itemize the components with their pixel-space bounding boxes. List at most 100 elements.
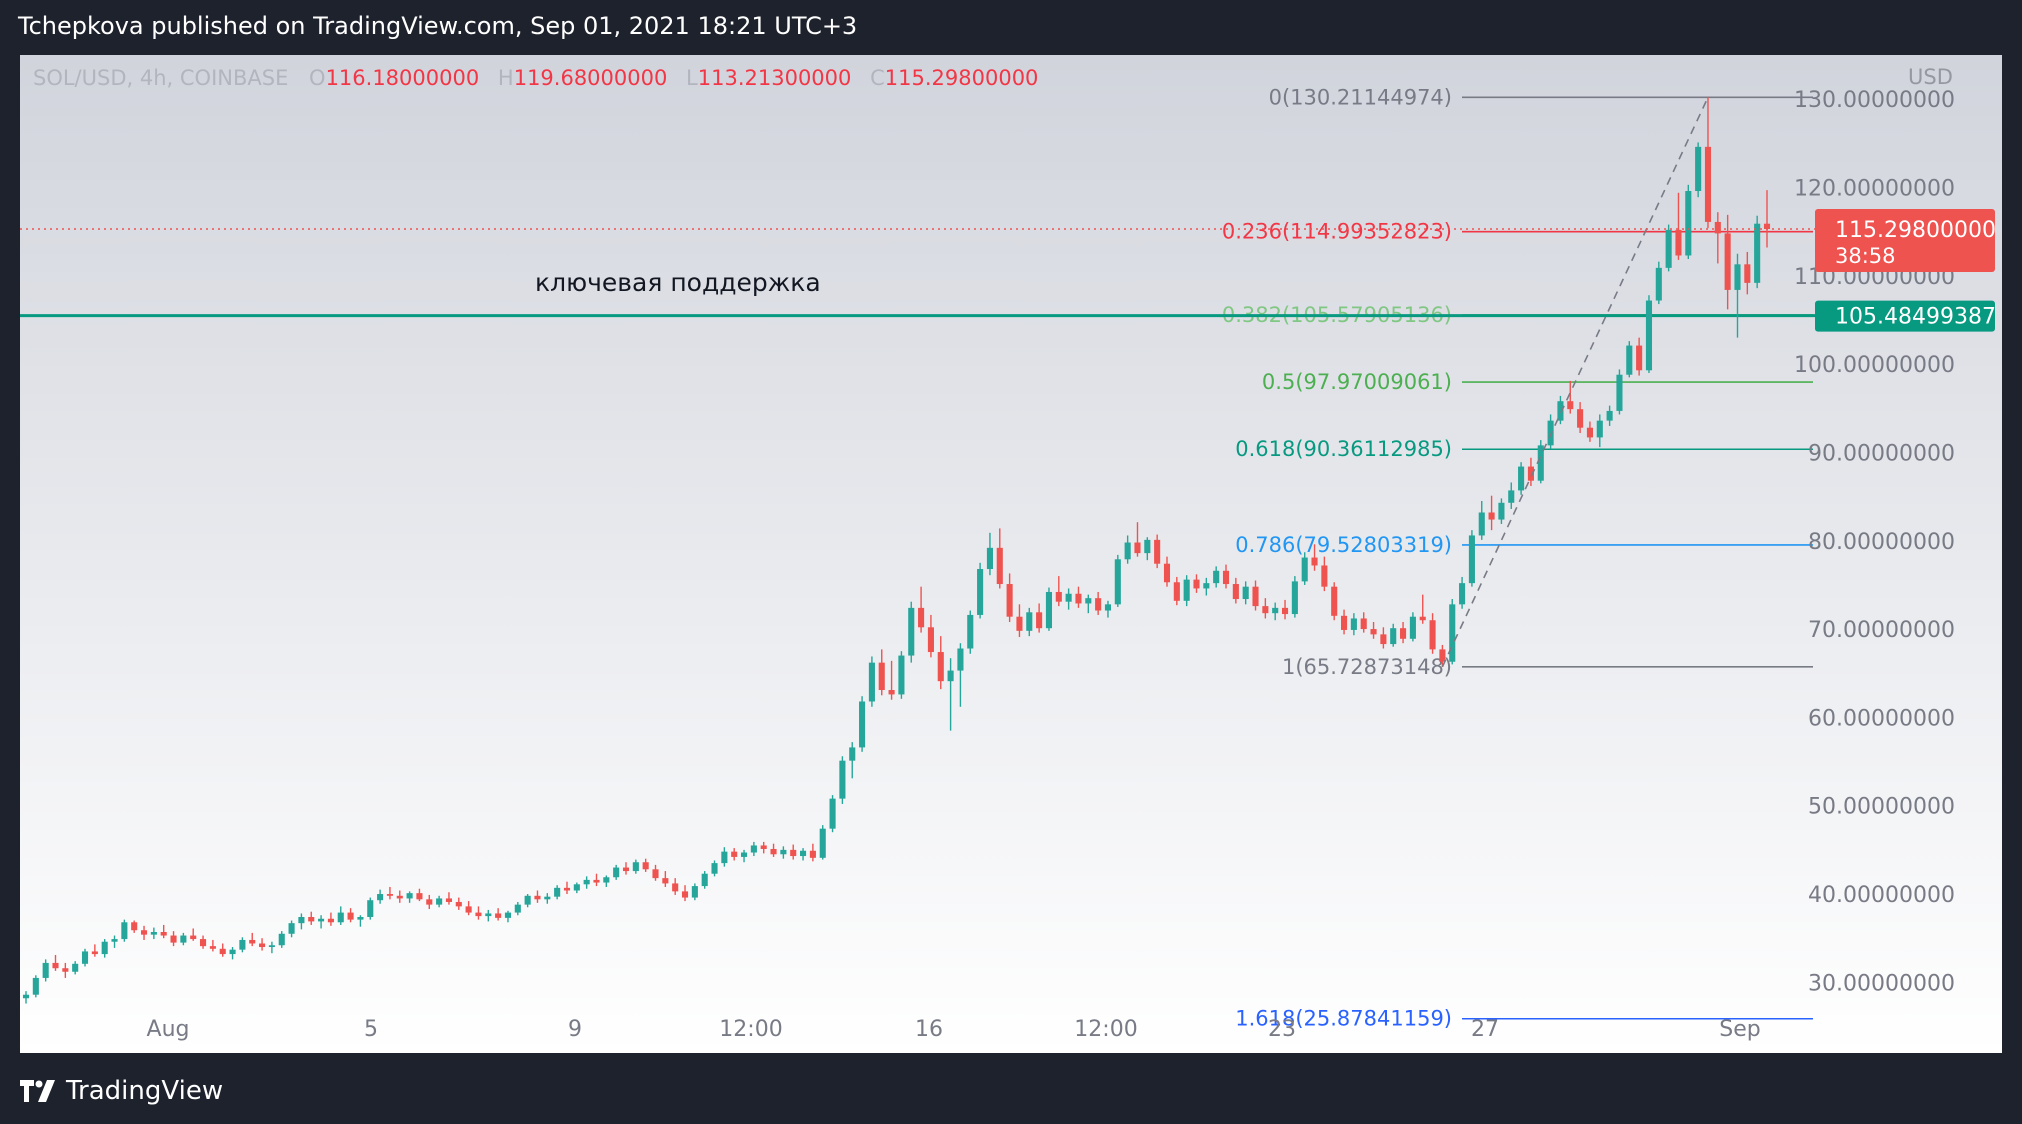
candle-body bbox=[406, 893, 413, 899]
candle-body bbox=[740, 852, 748, 857]
candle-body bbox=[396, 895, 403, 899]
candle bbox=[308, 911, 315, 925]
candle bbox=[986, 532, 993, 576]
candle bbox=[131, 920, 138, 933]
tradingview-logo[interactable]: TradingView bbox=[20, 1074, 223, 1108]
candle bbox=[1301, 552, 1308, 585]
candle-body bbox=[642, 862, 649, 870]
price-axis[interactable]: 30.00000000 40.00000000 50.00000000 60.0000… bbox=[1794, 65, 1996, 996]
candle-body bbox=[1675, 229, 1682, 256]
candle bbox=[1695, 142, 1702, 198]
time-axis[interactable]: Aug 5 9 12:00 16 12:00 23 27 Sep bbox=[147, 1017, 1761, 1042]
symbol-name: SOL/USD, 4h, COINBASE bbox=[33, 66, 288, 90]
candle-body bbox=[672, 883, 679, 892]
candle-body bbox=[327, 918, 334, 923]
candle bbox=[1272, 602, 1279, 621]
candle bbox=[770, 843, 777, 857]
candle-body bbox=[691, 886, 698, 898]
candle bbox=[1281, 599, 1289, 620]
fib-level-label: 1.618(25.87841159) bbox=[1235, 1007, 1452, 1031]
candle bbox=[1134, 522, 1141, 557]
candle-body bbox=[1734, 264, 1741, 290]
candle-body bbox=[1754, 223, 1761, 283]
candle bbox=[1203, 577, 1210, 596]
candle bbox=[1183, 575, 1190, 607]
low-value: 113.21300000 bbox=[698, 66, 852, 90]
candle-body bbox=[347, 912, 354, 920]
candle-body bbox=[1026, 612, 1033, 631]
candle bbox=[967, 610, 974, 654]
candle bbox=[642, 858, 649, 872]
candle-body bbox=[829, 798, 836, 829]
candle bbox=[849, 742, 856, 779]
candle bbox=[150, 927, 157, 940]
support-price-tag[interactable]: 105.48499387 bbox=[1815, 300, 1996, 332]
candle bbox=[701, 871, 708, 889]
candle-body bbox=[357, 916, 364, 920]
candle-body bbox=[1370, 629, 1377, 635]
candle bbox=[72, 961, 79, 975]
tradingview-logo-icon bbox=[20, 1080, 55, 1102]
candle bbox=[318, 915, 325, 929]
candle bbox=[1606, 405, 1613, 426]
candle bbox=[1714, 212, 1721, 264]
fib-level-label: 0.786(79.52803319) bbox=[1235, 533, 1452, 557]
candle bbox=[1478, 501, 1485, 540]
candle bbox=[1537, 440, 1544, 484]
candle bbox=[170, 931, 177, 947]
candle-body bbox=[780, 849, 787, 855]
candle bbox=[239, 937, 246, 953]
candle-body bbox=[445, 898, 453, 902]
candlestick-chart[interactable]: 0(130.21144974)0.236(114.99352823)0.382(… bbox=[20, 55, 2002, 1053]
candle-body bbox=[859, 701, 866, 748]
candle bbox=[1636, 337, 1643, 376]
candle-body bbox=[622, 867, 630, 872]
candle bbox=[1370, 622, 1377, 639]
candle bbox=[1350, 613, 1357, 636]
candle-body bbox=[249, 939, 256, 944]
candle bbox=[603, 875, 610, 887]
time-tick-label: 27 bbox=[1471, 1017, 1499, 1042]
candle bbox=[868, 656, 875, 707]
candle bbox=[1655, 261, 1662, 305]
candle bbox=[81, 948, 89, 967]
candle bbox=[918, 586, 925, 633]
candle bbox=[1724, 214, 1731, 310]
candle bbox=[1449, 599, 1456, 665]
candle-body bbox=[947, 670, 954, 682]
support-price-tag-bg bbox=[1815, 300, 1995, 332]
candle-body bbox=[809, 850, 816, 858]
fib-trend-line[interactable] bbox=[1441, 96, 1709, 668]
candle-body bbox=[1360, 618, 1367, 630]
candle bbox=[1586, 421, 1593, 442]
candle-body bbox=[927, 627, 934, 653]
candle bbox=[524, 894, 531, 908]
bar-countdown: 38:58 bbox=[1835, 244, 1896, 268]
fibonacci-retracement[interactable]: 0(130.21144974)0.236(114.99352823)0.382(… bbox=[1222, 85, 1813, 1031]
candle bbox=[1242, 581, 1249, 605]
candle-body bbox=[681, 891, 689, 898]
candle-body bbox=[1006, 584, 1013, 617]
candle bbox=[721, 847, 728, 867]
candle-body bbox=[1262, 606, 1269, 614]
candle-body bbox=[1763, 223, 1771, 229]
candle-body bbox=[1390, 628, 1397, 645]
candle-body bbox=[1409, 616, 1416, 639]
candle-body bbox=[849, 747, 856, 761]
chart-area[interactable]: 0(130.21144974) 0.236(114.99352823) 0.382(… bbox=[20, 55, 2002, 1053]
candle-body bbox=[750, 845, 757, 853]
candle bbox=[977, 562, 984, 619]
price-tick-label: 60.00000000 bbox=[1808, 706, 1955, 731]
candle-body bbox=[91, 951, 98, 955]
candle bbox=[436, 895, 443, 908]
candle bbox=[1173, 576, 1180, 606]
candle-body bbox=[1183, 579, 1190, 601]
candle bbox=[62, 962, 69, 978]
candle bbox=[1557, 395, 1564, 425]
candle-body bbox=[1636, 345, 1643, 371]
candle bbox=[514, 901, 521, 916]
candle bbox=[1104, 600, 1112, 618]
candle-body bbox=[662, 878, 669, 884]
candle bbox=[1665, 224, 1672, 272]
